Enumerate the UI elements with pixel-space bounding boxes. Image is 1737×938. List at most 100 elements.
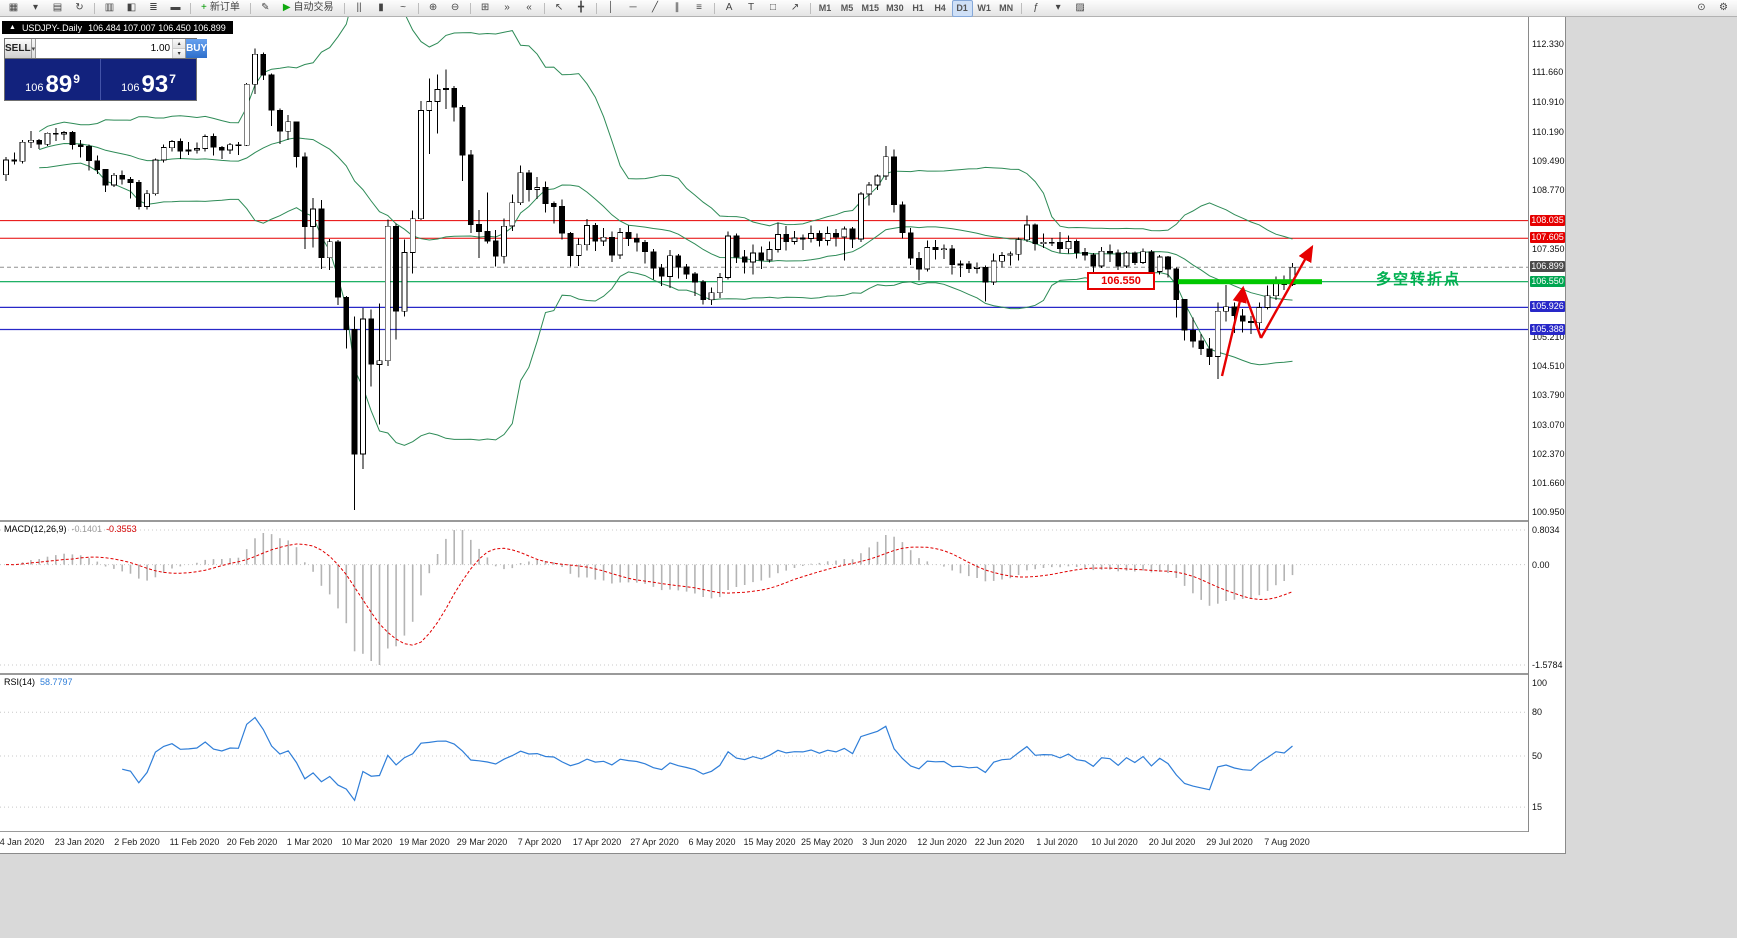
refresh-button[interactable]: ↻ (69, 0, 90, 17)
time-axis-label: 27 Apr 2020 (630, 837, 679, 847)
auto-scroll-button[interactable]: » (497, 0, 518, 17)
vertical-line-tool[interactable]: │ (601, 0, 622, 17)
axis-scale-label: 112.330 (1532, 39, 1564, 49)
chart-shift-button[interactable]: « (519, 0, 540, 17)
volume-increase-button[interactable]: ▴ (173, 39, 186, 49)
axis-scale-label: 50 (1532, 751, 1543, 761)
sell-button[interactable]: SELL (5, 39, 32, 58)
timeframe-w1-button[interactable]: W1 (974, 0, 995, 17)
volume-dropdown-button[interactable]: ▾ (31, 39, 37, 58)
timeframe-m5-button[interactable]: M5 (837, 0, 858, 17)
search-button[interactable]: ⊙ (1691, 0, 1712, 17)
new-chart-button[interactable]: ▦ (3, 0, 24, 17)
sell-price-display[interactable]: 106 89 9 (5, 59, 101, 100)
arrow-tool[interactable]: ↗ (785, 0, 806, 17)
templates-button[interactable]: ▨ (1070, 0, 1091, 17)
time-axis[interactable]: 4 Jan 2020 23 Jan 2020 2 Feb 2020 11 Feb 20… (0, 832, 1528, 853)
line-chart-icon: ~ (400, 2, 406, 13)
support-price-tag[interactable]: 106.550 (1087, 272, 1155, 290)
time-axis-label: 29 Mar 2020 (456, 837, 508, 847)
line-chart-button[interactable]: ~ (393, 0, 414, 17)
vertical-line-icon: │ (607, 2, 615, 13)
price-badge-107.605: 107.605 (1530, 232, 1565, 244)
rsi-indicator-label: RSI(14) 58.7797 (4, 677, 73, 687)
autotrading-button[interactable]: ▶ 自动交易 (277, 0, 340, 17)
turning-point-level-bar[interactable] (1178, 279, 1322, 285)
timeframe-m30-button[interactable]: M30 (883, 0, 907, 17)
axis-scale-label: 15 (1532, 802, 1543, 813)
timeframe-mn-button[interactable]: MN (996, 0, 1017, 17)
axis-scale-label: 80 (1532, 707, 1543, 718)
axis-scale-label: 107.350 (1532, 243, 1565, 254)
bar-chart-icon: || (356, 2, 362, 13)
sell-price-pip: 9 (73, 72, 80, 86)
zoom-out-button[interactable]: ⊖ (445, 0, 466, 17)
turning-point-note[interactable]: 多空转折点 (1376, 271, 1462, 288)
macd-main-value: -0.1401 (71, 524, 103, 534)
indicator-dropdown[interactable]: ▾ (1048, 0, 1069, 17)
volume-input[interactable] (36, 39, 173, 58)
arrow-icon: ↗ (790, 2, 800, 13)
timeframe-m1-button[interactable]: M1 (815, 0, 836, 17)
terminal-button[interactable]: ▬ (165, 0, 186, 17)
price-axis[interactable]: 112.330 111.660 110.910 110.190 109.490 108.7… (1528, 17, 1565, 832)
fibonacci-tool[interactable]: ≡ (689, 0, 710, 17)
time-axis-label: 23 Jan 2020 (54, 837, 105, 847)
shapes-tool[interactable]: □ (763, 0, 784, 17)
time-axis-label: 7 Aug 2020 (1264, 837, 1310, 847)
timeframe-h4-button[interactable]: H4 (930, 0, 951, 17)
workspace-background-bottom (0, 853, 1566, 938)
trend-arrow[interactable] (1220, 285, 1247, 377)
indicators-button[interactable]: ƒ (1026, 0, 1047, 17)
timeframe-h1-button-label: H1 (912, 2, 924, 13)
trend-arrow[interactable] (1241, 287, 1263, 339)
crosshair-tool-button[interactable]: ╋ (571, 0, 592, 17)
axis-scale-label: -1.5784 (1532, 660, 1563, 670)
buy-price-display[interactable]: 106 93 7 (101, 59, 196, 100)
search-icon: ⊙ (1697, 2, 1706, 13)
channel-tool[interactable]: ∥ (667, 0, 688, 17)
timeframe-h1-button[interactable]: H1 (908, 0, 929, 17)
axis-scale-label: 100.950 (1532, 507, 1565, 517)
toolbar-separator (543, 2, 545, 14)
new-order-button[interactable]: + 新订单 (195, 0, 246, 17)
quote-display-row: 106 89 9 106 93 7 (5, 58, 196, 100)
metaeditor-button[interactable]: ✎ (255, 0, 276, 17)
chart-list-dropdown[interactable]: ▾ (25, 0, 46, 17)
buy-price-pip: 7 (169, 72, 176, 86)
timeframe-d1-button[interactable]: D1 (951, 0, 973, 17)
panel-divider[interactable] (0, 520, 1565, 522)
chart-window[interactable]: 4 Jan 2020 23 Jan 2020 2 Feb 2020 11 Feb 20… (0, 17, 1566, 853)
price-badge-106.550: 106.550 (1530, 275, 1565, 287)
auto-scroll-icon: » (504, 2, 510, 13)
profiles-button[interactable]: ▤ (47, 0, 68, 17)
autotrading-icon: ▶ (282, 2, 291, 13)
trendline-tool[interactable]: ╱ (645, 0, 666, 17)
timeframe-m15-button[interactable]: M15 (859, 0, 883, 17)
horizontal-line-tool[interactable]: ─ (623, 0, 644, 17)
bar-chart-button[interactable]: || (349, 0, 370, 17)
trendline-icon: ╱ (652, 2, 659, 13)
crosshair-tool-icon: ╋ (578, 2, 585, 13)
axis-scale-label: 104.510 (1532, 360, 1565, 371)
buy-button[interactable]: BUY (186, 39, 208, 58)
axis-scale-label: 0.8034 (1532, 525, 1560, 535)
label-tool[interactable]: T (741, 0, 762, 17)
cursor-tool-button[interactable]: ↖ (549, 0, 570, 17)
market-watch-button[interactable]: ▥ (99, 0, 120, 17)
volume-decrease-button[interactable]: ▾ (173, 49, 186, 58)
trend-arrow[interactable] (1259, 244, 1314, 339)
panel-divider[interactable] (0, 673, 1565, 675)
rsi-indicator-panel[interactable] (0, 675, 1528, 831)
data-window-button[interactable]: ◧ (121, 0, 142, 17)
chart-ohlc-values: 106.484 107.007 106.450 106.899 (88, 22, 226, 33)
settings-button[interactable]: ⚙ (1713, 0, 1734, 17)
candlestick-chart-button[interactable]: ▮ (371, 0, 392, 17)
macd-indicator-panel[interactable] (0, 522, 1528, 673)
text-tool[interactable]: A (719, 0, 740, 17)
tile-windows-button[interactable]: ⊞ (475, 0, 496, 17)
main-price-chart[interactable] (0, 17, 1528, 520)
metaeditor-icon: ✎ (261, 2, 270, 13)
zoom-in-button[interactable]: ⊕ (423, 0, 444, 17)
navigator-button[interactable]: ≣ (143, 0, 164, 17)
